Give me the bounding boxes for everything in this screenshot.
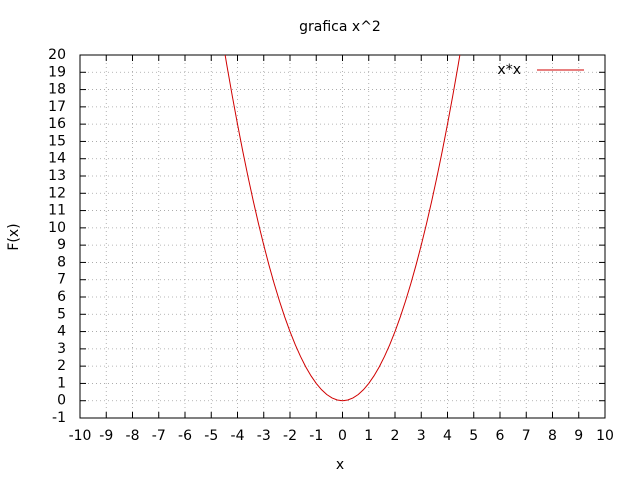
x-tick-label: 5 — [469, 428, 478, 444]
x-tick-label: 4 — [443, 428, 452, 444]
x-tick-label: 3 — [417, 428, 426, 444]
chart-title: grafica x^2 — [299, 19, 381, 35]
y-tick-label: 14 — [48, 151, 66, 167]
x-tick-label: 2 — [391, 428, 400, 444]
x-tick-label: -6 — [178, 428, 192, 444]
legend-label: x*x — [497, 62, 521, 78]
y-tick-label: 0 — [57, 393, 66, 409]
y-tick-label: 12 — [48, 185, 66, 201]
y-tick-label: 19 — [48, 64, 66, 80]
y-axis-label: F(x) — [6, 223, 22, 250]
x-tick-label: -2 — [283, 428, 297, 444]
y-tick-label: 2 — [57, 358, 66, 374]
plot-border — [79, 54, 606, 419]
y-tick-label: 8 — [57, 254, 66, 270]
y-tick-label: 6 — [57, 289, 66, 305]
y-tick-label: 4 — [57, 324, 66, 340]
y-tick-label: 9 — [57, 237, 66, 253]
y-tick-label: 7 — [57, 272, 66, 288]
x-tick-label: -3 — [257, 428, 271, 444]
x-tick-label: -8 — [126, 428, 140, 444]
x-tick-label: 1 — [364, 428, 373, 444]
x-tick-label: 9 — [574, 428, 583, 444]
x-axis-label: x — [336, 457, 344, 473]
y-tick-label: 11 — [48, 203, 66, 219]
y-tick-label: 20 — [48, 47, 66, 63]
y-tick-label: 5 — [57, 306, 66, 322]
x-tick-label: 7 — [522, 428, 531, 444]
x-tick-label: -5 — [204, 428, 218, 444]
x-tick-label: 10 — [596, 428, 614, 444]
y-tick-label: 3 — [57, 341, 66, 357]
y-tick-label: 13 — [48, 168, 66, 184]
x-tick-label: 6 — [496, 428, 505, 444]
x-tick-label: -10 — [69, 428, 92, 444]
y-tick-label: 18 — [48, 82, 66, 98]
x-tick-label: -4 — [231, 428, 245, 444]
x-tick-label: 8 — [548, 428, 557, 444]
y-tick-label: 16 — [48, 116, 66, 132]
x-tick-label: -1 — [309, 428, 323, 444]
y-tick-label: 17 — [48, 99, 66, 115]
y-tick-label: 15 — [48, 133, 66, 149]
y-tick-label: -1 — [52, 410, 66, 426]
y-tick-label: 1 — [57, 375, 66, 391]
x-tick-label: -7 — [152, 428, 166, 444]
x-tick-label: -9 — [99, 428, 113, 444]
y-tick-label: 10 — [48, 220, 66, 236]
series-line — [224, 55, 461, 402]
x-tick-label: 0 — [338, 428, 347, 444]
